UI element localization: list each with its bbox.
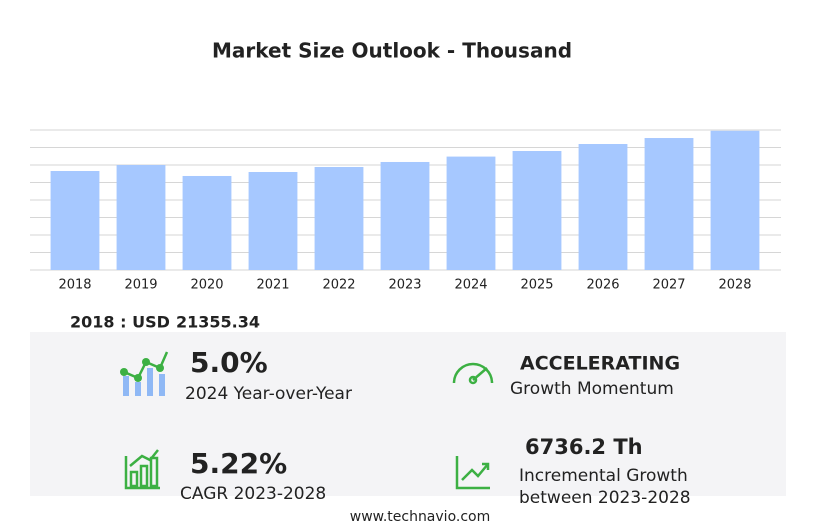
- x-tick-label: 2022: [322, 278, 355, 293]
- x-tick-label: 2018: [58, 278, 91, 293]
- bar: [248, 172, 298, 270]
- x-tick-label: 2020: [190, 278, 223, 293]
- stat-label: between 2023-2028: [519, 488, 691, 508]
- stat-value: 5.0%: [190, 346, 268, 379]
- x-tick-label: 2025: [520, 278, 553, 293]
- x-tick-label: 2024: [454, 278, 487, 293]
- x-tick-label: 2026: [586, 278, 619, 293]
- x-tick-label: 2021: [256, 278, 289, 293]
- stat-value: 5.22%: [190, 447, 287, 480]
- x-tick-label: 2027: [652, 278, 685, 293]
- stat-label: Growth Momentum: [510, 379, 674, 399]
- bar: [314, 166, 364, 270]
- x-tick-label: 2019: [124, 278, 157, 293]
- bar: [182, 175, 232, 270]
- chart-title: Market Size Outlook - Thousand: [212, 39, 572, 63]
- footer: www.technavio.com: [350, 509, 491, 525]
- icon-cagr: [124, 449, 160, 490]
- bar: [380, 161, 430, 270]
- bar: [50, 171, 100, 270]
- bar: [446, 156, 496, 270]
- icon-growth: [455, 456, 490, 490]
- base-value: 21355.34: [176, 313, 260, 332]
- bar: [644, 138, 694, 270]
- stat-value: 6736.2 Th: [525, 435, 643, 459]
- stat-value: ACCELERATING: [520, 353, 680, 375]
- icon-gauge: [452, 362, 494, 385]
- bar: [512, 151, 562, 270]
- x-tick-label: 2023: [388, 278, 421, 293]
- icon-yoy: [120, 351, 169, 396]
- stat-label: 2024 Year-over-Year: [185, 384, 352, 404]
- base-label: 2018 : USD: [70, 313, 170, 332]
- bar: [578, 144, 628, 270]
- bar: [710, 130, 760, 270]
- x-tick-label: 2028: [718, 278, 751, 293]
- bar: [116, 165, 166, 270]
- stat-label: Incremental Growth: [519, 466, 688, 486]
- stat-label: CAGR 2023-2028: [180, 484, 326, 504]
